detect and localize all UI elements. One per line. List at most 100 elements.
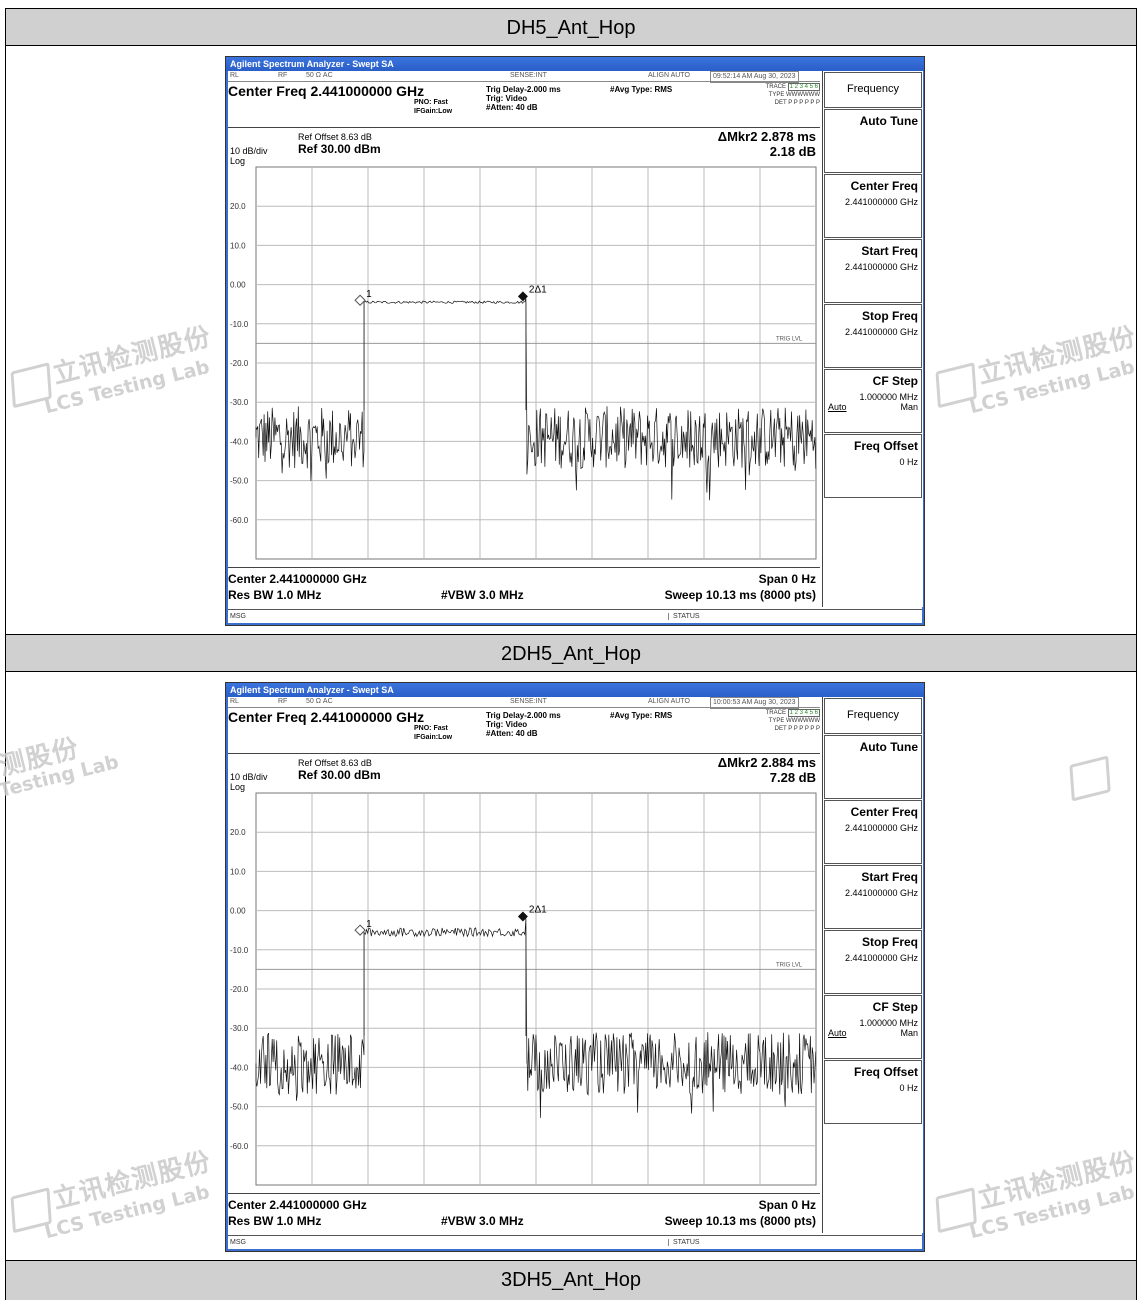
softkey-panel: Frequency Auto Tune Center Freq 2.441000000… (822, 697, 923, 1233)
y-tick-label: -60.0 (230, 1142, 249, 1151)
marker-value-readout: 2.18 dB (769, 144, 816, 159)
status-panel: RL RF 50 Ω AC SENSE:INT ALIGN AUTO 09:52:14 A… (228, 71, 820, 128)
marker-2-icon (517, 291, 528, 302)
spectrum-analyzer-window: Agilent Spectrum Analyzer - Swept SA RL RF… (225, 56, 925, 626)
softkey-man[interactable]: Man (900, 402, 918, 412)
y-tick-label: -60.0 (230, 516, 249, 525)
window-title: Agilent Spectrum Analyzer - Swept SA (226, 683, 924, 697)
trig-source: Trig: Video (486, 720, 528, 729)
center-bottom: Center 2.441000000 GHz (228, 1198, 367, 1212)
y-tick-label: 20.0 (230, 202, 246, 211)
y-tick-label: -10.0 (230, 320, 249, 329)
softkey[interactable]: Frequency (824, 72, 922, 108)
marker-delta-readout: ΔMkr2 2.878 ms (717, 129, 816, 144)
softkey[interactable]: Start Freq 2.441000000 GHz (824, 865, 922, 929)
log-label: Log (230, 782, 246, 792)
softkey-title: Frequency (847, 709, 899, 721)
softkey[interactable]: Frequency (824, 698, 922, 734)
softkey[interactable]: Stop Freq 2.441000000 GHz (824, 930, 922, 994)
avg-type: #Avg Type: RMS (610, 711, 673, 720)
softkey-value: 2.441000000 GHz (844, 197, 918, 207)
sweep-readout: Sweep 10.13 ms (8000 pts) (664, 588, 816, 602)
y-tick-label: -50.0 (230, 1103, 249, 1112)
timestamp: 10:00:53 AM Aug 30, 2023 (710, 697, 799, 709)
softkey[interactable]: CF Step 1.000000 MHz Auto Man (824, 369, 922, 433)
rbw-readout: Res BW 1.0 MHz (228, 588, 322, 602)
softkey[interactable]: Center Freq 2.441000000 GHz (824, 800, 922, 864)
trig-level-label: TRIG LVL (776, 962, 803, 968)
results-table: DH5_Ant_Hop 2DH5_Ant_Hop 3DH5_Ant_Hop (5, 0, 1137, 1300)
vbw-readout: #VBW 3.0 MHz (441, 1214, 524, 1228)
softkey-value: 1.000000 MHz (859, 392, 918, 402)
marker-1-icon (354, 294, 366, 306)
bottom-readout: Center 2.441000000 GHz Span 0 Hz Res BW 1.… (228, 1193, 820, 1234)
softkey[interactable]: CF Step 1.000000 MHz Auto Man (824, 995, 922, 1059)
span-readout: Span 0 Hz (758, 1198, 816, 1212)
status-panel: RL RF 50 Ω AC SENSE:INT ALIGN AUTO 10:00:53 A… (228, 697, 820, 754)
rl-label: RL (230, 698, 239, 705)
softkey-value: 2.441000000 GHz (844, 823, 918, 833)
softkey-value: 2.441000000 GHz (844, 327, 918, 337)
trig-source: Trig: Video (486, 94, 528, 103)
section-header: DH5_Ant_Hop (5, 8, 1137, 46)
center-freq-readout: Center Freq 2.441000000 GHz (228, 83, 425, 99)
y-tick-label: -40.0 (230, 437, 249, 446)
trace-info: TRACE 1 2 3 4 5 6 TYPE WWWWWW DET P P P P … (765, 83, 820, 106)
trace-line (255, 298, 817, 501)
marker-1-label: 1 (366, 289, 372, 300)
softkey-title: Auto Tune (859, 114, 918, 128)
softkey-auto[interactable]: Auto (828, 1028, 847, 1038)
sweep-readout: Sweep 10.13 ms (8000 pts) (664, 1214, 816, 1228)
rf-label: RF (278, 698, 288, 705)
ifgain-label: IFGain:Low (414, 734, 453, 741)
bottom-readout: Center 2.441000000 GHz Span 0 Hz Res BW 1.… (228, 567, 820, 608)
softkey[interactable]: Auto Tune (824, 109, 922, 173)
ifgain-label: IFGain:Low (414, 108, 453, 115)
y-tick-label: 0.00 (230, 907, 246, 916)
softkey-title: Stop Freq (862, 309, 918, 323)
softkey-title: Center Freq (850, 805, 918, 819)
softkey[interactable]: Stop Freq 2.441000000 GHz (824, 304, 922, 368)
marker-2-label: 2Δ1 (529, 904, 547, 915)
plot-area: Ref Offset 8.63 dB 10 dB/div Ref 30.00 dBm… (228, 753, 820, 1193)
message-bar: MSG STATUS (228, 609, 922, 624)
scale-label: 10 dB/div (230, 772, 268, 782)
softkey-title: Auto Tune (859, 740, 918, 754)
log-label: Log (230, 156, 246, 166)
softkey[interactable]: Freq Offset 0 Hz (824, 434, 922, 498)
softkey[interactable]: Center Freq 2.441000000 GHz (824, 174, 922, 238)
softkey-value: 2.441000000 GHz (844, 953, 918, 963)
softkey-title: Stop Freq (862, 935, 918, 949)
softkey[interactable]: Start Freq 2.441000000 GHz (824, 239, 922, 303)
softkey[interactable]: Auto Tune (824, 735, 922, 799)
trace-line (255, 918, 817, 1118)
align-label: ALIGN AUTO (648, 72, 690, 79)
sense-label: SENSE:INT (510, 72, 547, 79)
marker-delta-readout: ΔMkr2 2.884 ms (717, 755, 816, 770)
rl-label: RL (230, 72, 239, 79)
y-tick-label: 0.00 (230, 281, 246, 290)
ref-offset: Ref Offset 8.63 dB (298, 132, 372, 142)
y-tick-label: 20.0 (230, 828, 246, 837)
y-tick-label: 10.0 (230, 867, 246, 876)
section-header: 2DH5_Ant_Hop (5, 634, 1137, 672)
rf-label: RF (278, 72, 288, 79)
ref-level: Ref 30.00 dBm (298, 768, 381, 782)
vbw-readout: #VBW 3.0 MHz (441, 588, 524, 602)
trace-info: TRACE 1 2 3 4 5 6 TYPE WWWWWW DET P P P P … (765, 709, 820, 732)
softkey-title: Start Freq (861, 244, 918, 258)
y-tick-label: -10.0 (230, 946, 249, 955)
rbw-readout: Res BW 1.0 MHz (228, 1214, 322, 1228)
softkey-auto[interactable]: Auto (828, 402, 847, 412)
y-tick-label: -40.0 (230, 1063, 249, 1072)
ref-offset: Ref Offset 8.63 dB (298, 758, 372, 768)
softkey-value: 0 Hz (899, 1083, 918, 1093)
softkey-title: Freq Offset (853, 439, 918, 453)
softkey[interactable]: Freq Offset 0 Hz (824, 1060, 922, 1124)
attenuation: #Atten: 40 dB (486, 103, 538, 112)
trig-level-label: TRIG LVL (776, 336, 803, 342)
softkey-man[interactable]: Man (900, 1028, 918, 1038)
softkey-panel: Frequency Auto Tune Center Freq 2.441000000… (822, 71, 923, 607)
softkey-title: Freq Offset (853, 1065, 918, 1079)
softkey-title: Start Freq (861, 870, 918, 884)
